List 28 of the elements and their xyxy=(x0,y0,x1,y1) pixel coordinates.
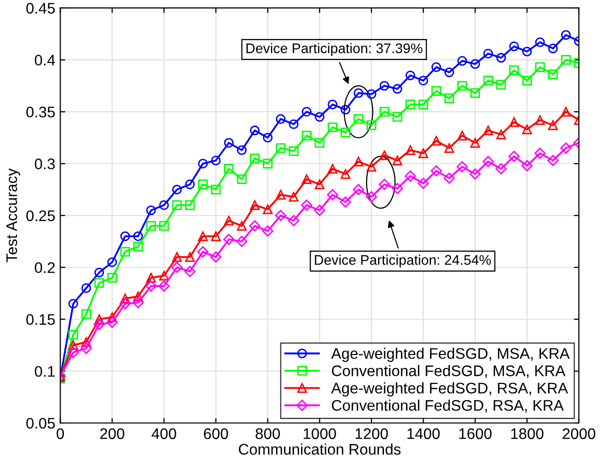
x-tick-label: 600 xyxy=(204,428,228,440)
x-tick-label: 1200 xyxy=(356,428,388,440)
y-tick-label: 0.05 xyxy=(26,418,55,429)
y-tick-label: 0.25 xyxy=(26,210,55,222)
x-tick-label: 1800 xyxy=(511,428,544,440)
x-axis-title: Communication Rounds xyxy=(238,443,401,455)
x-tick-label: 2000 xyxy=(562,428,596,440)
x-tick-label: 1400 xyxy=(407,428,440,440)
y-tick-label: 0.45 xyxy=(26,2,55,14)
x-tick-label: 800 xyxy=(256,428,280,440)
legend-label: Conventional FedSGD, MSA, KRA xyxy=(332,364,566,378)
annotation: Device Participation: 24.54% xyxy=(314,254,491,268)
x-tick-label: 400 xyxy=(152,428,176,440)
legend-label: Conventional FedSGD, RSA, KRA xyxy=(332,400,564,413)
x-tick-label: 200 xyxy=(100,428,124,440)
y-axis-title: Test Accuracy xyxy=(6,168,20,262)
legend-label: Age-weighted FedSGD, RSA, KRA xyxy=(331,382,568,397)
x-tick-label: 0 xyxy=(56,428,64,440)
legend-label: Age-weighted FedSGD, MSA, KRA xyxy=(331,348,570,362)
x-tick-label: 1000 xyxy=(304,428,336,440)
y-tick-label: 0.35 xyxy=(26,106,55,118)
y-tick-label: 0.15 xyxy=(26,314,55,325)
y-tick-label: 0.4 xyxy=(34,54,55,66)
y-tick-label: 0.2 xyxy=(34,262,55,274)
y-tick-label: 0.1 xyxy=(34,366,55,377)
x-tick-label: 1600 xyxy=(459,428,492,440)
y-tick-label: 0.3 xyxy=(34,158,55,170)
annotation: Device Participation: 37.39% xyxy=(246,43,422,56)
